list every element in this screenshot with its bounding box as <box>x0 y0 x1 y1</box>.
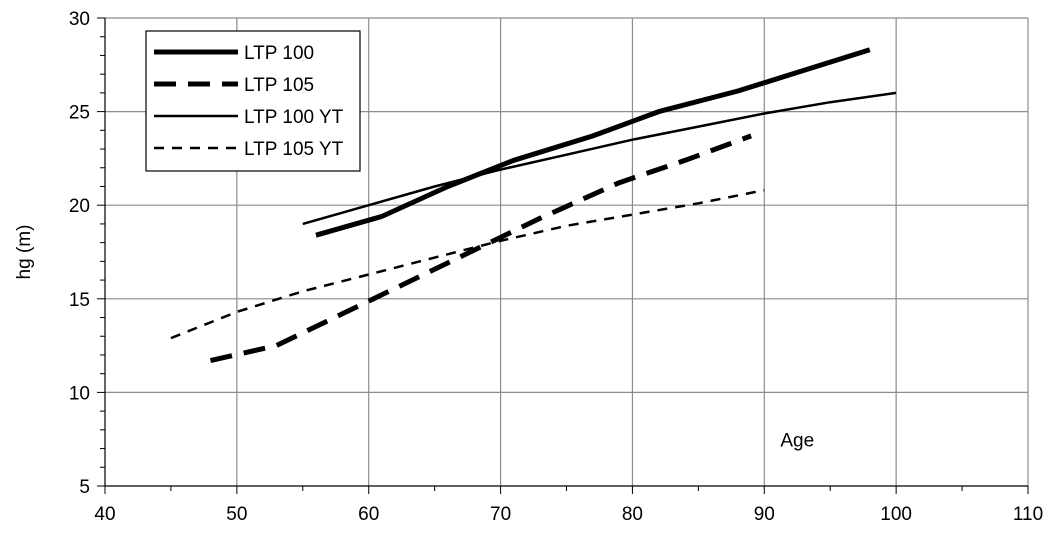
y-tick-label: 25 <box>69 103 90 124</box>
y-tick-label: 20 <box>69 196 90 217</box>
y-tick-label: 10 <box>69 383 90 404</box>
y-tick-label: 5 <box>79 477 90 498</box>
tick-labels: 40 50 60 70 80 90 100 110 5 10 15 20 25 30 <box>69 9 1043 525</box>
series-line-2 <box>209 133 752 364</box>
x-tick-label: 70 <box>490 504 511 525</box>
legend-label-2: LTP 105 <box>244 75 314 96</box>
series-line-1 <box>315 47 871 238</box>
x-tick-label: 110 <box>1013 504 1043 525</box>
x-tick-label: 60 <box>358 504 379 525</box>
axes <box>97 17 1029 494</box>
series-lines <box>170 47 897 364</box>
x-tick-label: 90 <box>754 504 775 525</box>
legend-items: LTP 100 LTP 105 LTP 100 YT LTP 105 YT <box>154 43 344 160</box>
y-tick-label: 30 <box>69 9 90 30</box>
legend-label-1: LTP 100 <box>244 43 314 64</box>
x-tick-label: 100 <box>880 504 912 525</box>
legend: LTP 100 LTP 105 LTP 100 YT LTP 105 YT <box>145 30 361 172</box>
x-tick-label: 80 <box>622 504 643 525</box>
series-line-4 <box>170 188 765 340</box>
y-tick-label: 15 <box>69 290 90 311</box>
x-tick-label: 50 <box>226 504 247 525</box>
series-line-3 <box>302 91 897 226</box>
legend-label-3: LTP 100 YT <box>244 107 344 128</box>
x-tick-label: 40 <box>94 504 115 525</box>
legend-label-4: LTP 105 YT <box>244 139 344 160</box>
y-axis-label: hg (m) <box>14 225 35 280</box>
x-axis-label: Age <box>780 431 814 452</box>
